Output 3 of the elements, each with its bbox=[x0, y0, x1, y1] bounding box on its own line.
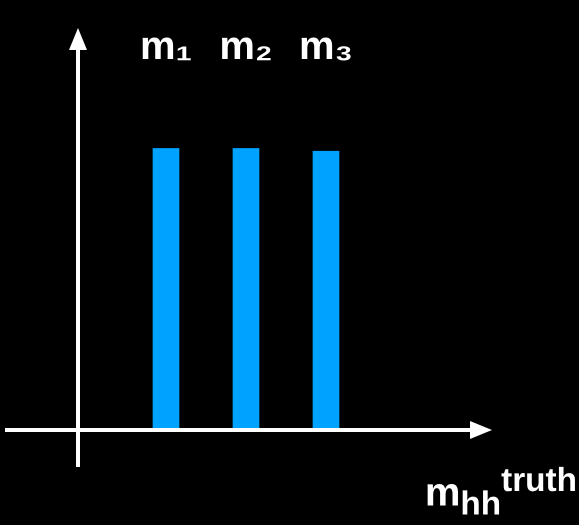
x-tick-label: m₃ bbox=[298, 24, 354, 68]
x-tick-label: m₂ bbox=[219, 24, 273, 68]
x-tick-label: m₁ bbox=[140, 24, 192, 68]
